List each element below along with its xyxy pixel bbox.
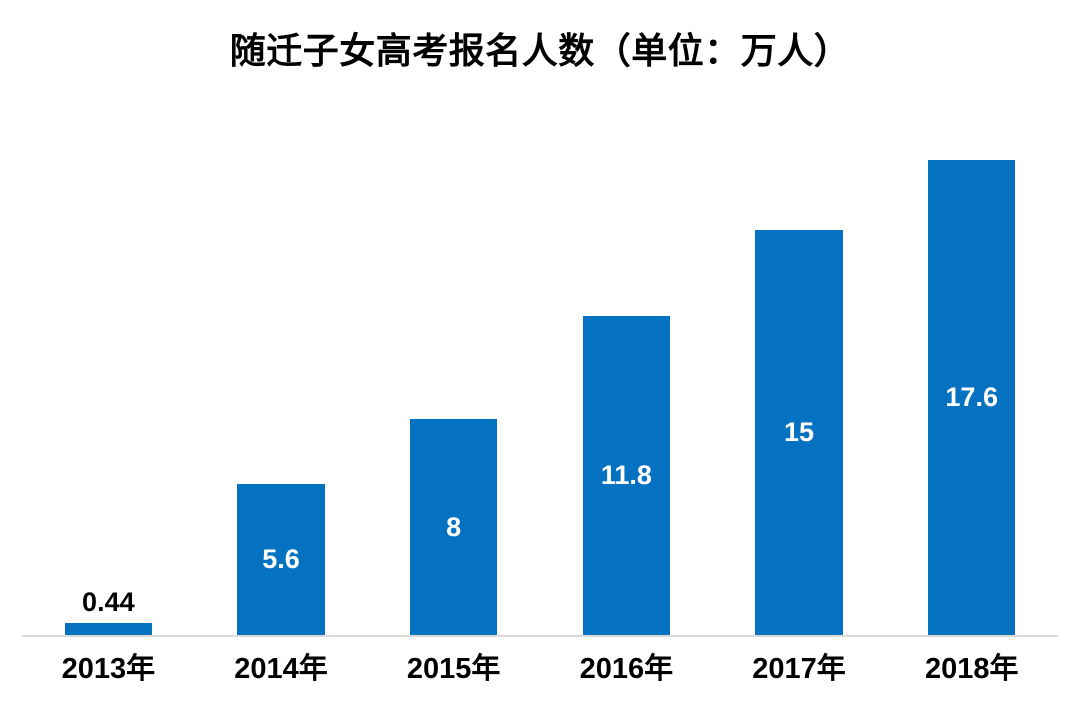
x-axis-tick-label: 2018年 bbox=[924, 653, 1019, 685]
bar: 8 bbox=[410, 419, 498, 635]
bar: 11.8 bbox=[582, 316, 670, 635]
x-axis-tick-label: 2014年 bbox=[234, 653, 328, 685]
x-axis: 2013年 2014年 2015年 2016年 2017年 2018年 bbox=[22, 652, 1058, 687]
bar-value-label: 17.6 bbox=[945, 381, 998, 412]
bar-value-label: 8 bbox=[446, 511, 462, 542]
bar-value-label: 11.8 bbox=[600, 460, 652, 491]
bar-column: 0.44 bbox=[22, 95, 195, 635]
bar-value-label: 5.6 bbox=[262, 543, 300, 574]
chart-title: 随迁子女高考报名人数（单位：万人） bbox=[229, 30, 851, 71]
bar: 17.6 bbox=[928, 159, 1016, 635]
bar-value-label: 15 bbox=[783, 417, 815, 447]
bar-value-label: 0.44 bbox=[82, 587, 135, 618]
x-axis-tick-label: 2017年 bbox=[752, 653, 846, 685]
x-axis-tick-label: 2016年 bbox=[579, 653, 674, 685]
bar-column: 11.8 bbox=[540, 95, 713, 635]
bar-column: 17.6 bbox=[885, 95, 1058, 635]
bar-column: 8 bbox=[367, 95, 540, 635]
bar: 5.6 bbox=[237, 483, 325, 635]
bar: 15 bbox=[755, 230, 843, 635]
bar: 0.44 bbox=[64, 589, 152, 635]
x-axis-tick-label: 2013年 bbox=[61, 653, 156, 685]
bar-column: 5.6 bbox=[195, 95, 368, 635]
bar-column: 15 bbox=[713, 95, 886, 635]
x-axis-tick-label: 2015年 bbox=[406, 653, 501, 685]
plot-area: 0.44 5.6 8 11.8 15 17.6 bbox=[22, 95, 1058, 637]
